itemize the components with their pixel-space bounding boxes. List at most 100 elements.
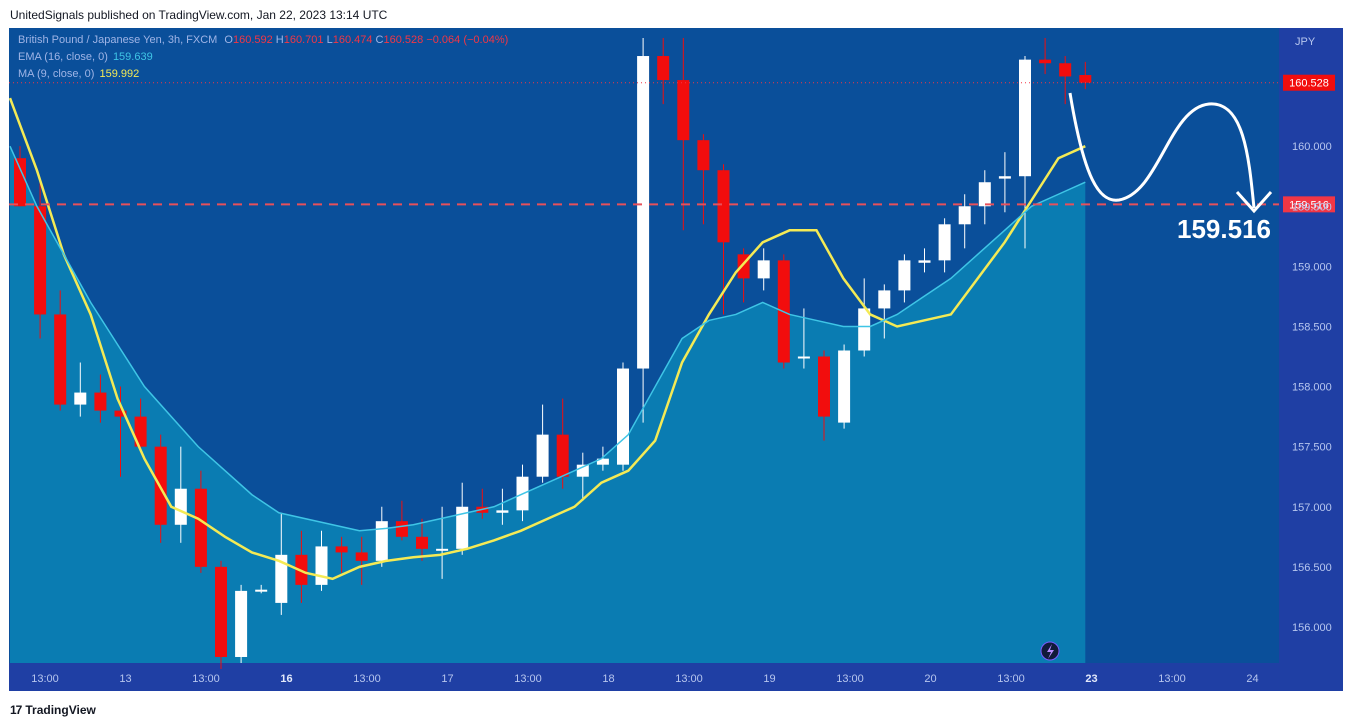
level-price-label: 159.516 [1289,199,1329,211]
candle[interactable] [556,434,569,477]
change-value: −0.064 (−0.04%) [426,34,509,46]
candle[interactable] [54,314,67,405]
y-tick-label: 158.500 [1292,321,1332,333]
candle[interactable] [998,176,1011,179]
x-tick-label: 16 [280,673,292,685]
candle[interactable] [134,416,147,447]
candle[interactable] [797,356,810,359]
price-chart[interactable]: 159.516 160.528 156.000 156.500 157.000 157.… [9,28,1343,691]
x-tick-label: 13:00 [675,673,703,685]
lightning-icon-glyph [1047,644,1054,659]
ema-area-fill [10,146,1086,663]
symbol-name[interactable]: British Pound / Japanese Yen, 3h, FXCM [18,34,218,46]
candle[interactable] [456,506,469,549]
candle[interactable] [596,458,609,465]
y-tick-label: 157.500 [1292,442,1332,454]
candle[interactable] [34,206,47,315]
close-value: 160.528 [383,34,424,46]
legend-row-ma[interactable]: MA (9, close, 0) 159.992 [18,68,139,80]
candle[interactable] [315,546,328,585]
candle[interactable] [717,170,730,243]
candle[interactable] [677,80,690,141]
ema-line[interactable] [9,145,1086,532]
candle[interactable] [275,554,288,603]
x-tick-label: 13:00 [31,673,59,685]
ma-value: 159.992 [99,68,140,80]
candle[interactable] [818,356,830,417]
candle[interactable] [355,552,368,561]
candle[interactable] [1059,63,1072,77]
candle[interactable] [1079,75,1092,83]
x-tick-label: 13:00 [353,673,381,685]
candle[interactable] [114,410,127,417]
high-value: 160.701 [283,34,324,46]
forecast-arrow-head [1235,190,1273,214]
candle[interactable] [657,56,670,81]
candle[interactable] [938,224,951,261]
candle[interactable] [496,510,509,513]
x-tick-label: 13:00 [192,673,220,685]
candle[interactable] [436,548,449,551]
brand-text: TradingView [25,703,96,717]
candle[interactable] [94,392,107,411]
candle[interactable] [14,158,26,207]
candle[interactable] [1019,59,1031,177]
candle[interactable] [617,368,629,465]
x-tick-label: 13 [119,673,131,685]
y-tick-label: 158.000 [1292,382,1332,394]
x-tick-label: 18 [602,673,614,685]
candle[interactable] [395,521,408,537]
ema-value: 159.639 [112,51,153,63]
candle[interactable] [898,260,911,291]
x-tick-label: 19 [763,673,775,685]
x-tick-label: 13:00 [1158,673,1186,685]
open-value: 160.592 [232,34,273,46]
candle[interactable] [697,140,710,171]
x-tick-label: 23 [1085,673,1097,685]
candle[interactable] [536,434,549,477]
candle[interactable] [958,206,971,225]
ma-line[interactable] [9,97,1086,581]
candle[interactable] [174,488,187,525]
low-value: 160.474 [332,34,373,46]
candle[interactable] [858,308,871,351]
x-tick-label: 17 [441,673,453,685]
level-price-badge [1283,196,1335,213]
target-price-annotation: 159.516 [1177,214,1271,244]
y-tick-label: 159.000 [1292,261,1332,273]
legend-row-symbol: British Pound / Japanese Yen, 3h, FXCM O… [18,34,508,46]
x-tick-label: 13:00 [836,673,864,685]
candle[interactable] [637,56,650,369]
y-tick-label: 160.000 [1292,141,1332,153]
forecast-arrow [1068,92,1256,209]
last-price-badge [1283,74,1335,91]
x-tick-label: 13:00 [514,673,542,685]
candle[interactable] [978,182,991,207]
y-tick-label: 159.500 [1292,201,1332,213]
tradingview-logo[interactable]: 17 TradingView [10,703,96,717]
high-label: H [275,34,284,46]
y-tick-label: 156.000 [1292,622,1332,634]
legend-row-ema[interactable]: EMA (16, close, 0) 159.639 [18,51,153,63]
candle[interactable] [335,546,348,553]
candle[interactable] [74,392,87,405]
candle[interactable] [255,589,268,592]
low-label: L [326,34,333,46]
published-info: UnitedSignals published on TradingView.c… [10,8,388,22]
candle[interactable] [375,521,388,561]
candle[interactable] [215,566,227,657]
candle[interactable] [416,536,428,549]
candle[interactable] [194,488,207,567]
last-price-label: 160.528 [1289,78,1329,90]
candle[interactable] [918,260,931,263]
x-tick-label: 20 [924,673,936,685]
ema-label: EMA (16, close, 0) [18,51,108,63]
candle[interactable] [838,350,851,423]
candle[interactable] [878,290,891,309]
tradingview-logo-icon: 17 [10,703,22,717]
close-label: C [375,34,384,46]
candle[interactable] [235,590,248,657]
candle[interactable] [1039,59,1052,64]
candle[interactable] [757,260,770,279]
x-tick-label: 24 [1246,673,1258,685]
